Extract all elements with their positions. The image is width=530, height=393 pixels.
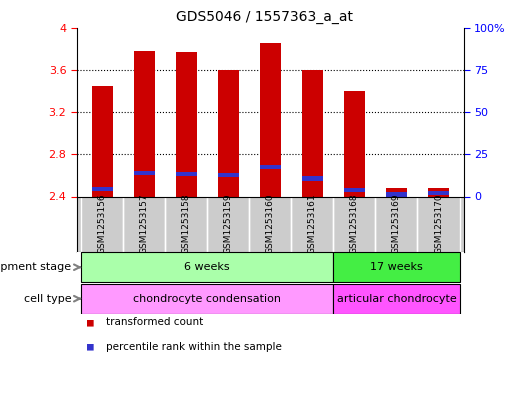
Bar (81, 284, 333, 314)
Text: 6 weeks: 6 weeks (184, 262, 230, 272)
Bar (260, 43, 281, 196)
Bar (134, 51, 155, 196)
Text: ■: ■ (87, 342, 94, 352)
Text: ■: ■ (87, 317, 94, 327)
Text: GSM1253161: GSM1253161 (308, 194, 317, 254)
Bar (218, 173, 238, 178)
Bar (81, 252, 333, 282)
Bar (428, 191, 449, 195)
Bar (386, 192, 407, 196)
Text: GSM1253158: GSM1253158 (182, 194, 191, 254)
Bar (218, 70, 238, 196)
Bar (260, 165, 281, 169)
Bar (333, 284, 460, 314)
Text: GSM1253159: GSM1253159 (224, 194, 233, 254)
Text: GSM1253157: GSM1253157 (139, 194, 148, 254)
Text: GSM1253160: GSM1253160 (266, 194, 275, 254)
Text: GSM1253170: GSM1253170 (434, 194, 443, 254)
Text: percentile rank within the sample: percentile rank within the sample (106, 342, 282, 352)
Text: chondrocyte condensation: chondrocyte condensation (133, 294, 281, 304)
Bar (175, 52, 197, 196)
Bar (134, 171, 155, 175)
Bar (92, 187, 112, 191)
Text: development stage: development stage (0, 262, 72, 272)
Bar (333, 252, 460, 282)
Bar (344, 91, 365, 196)
Text: GSM1253169: GSM1253169 (392, 194, 401, 254)
Bar (428, 188, 449, 196)
Text: GSM1253168: GSM1253168 (350, 194, 359, 254)
Bar (344, 188, 365, 192)
Text: 17 weeks: 17 weeks (370, 262, 423, 272)
Bar (302, 70, 323, 196)
Text: cell type: cell type (24, 294, 72, 304)
Text: articular chondrocyte: articular chondrocyte (337, 294, 456, 304)
Text: GDS5046 / 1557363_a_at: GDS5046 / 1557363_a_at (176, 10, 354, 24)
Bar (302, 176, 323, 181)
Text: GSM1253156: GSM1253156 (98, 194, 107, 254)
Text: transformed count: transformed count (106, 317, 203, 327)
Bar (92, 86, 112, 196)
Bar (386, 188, 407, 196)
Bar (175, 172, 197, 176)
